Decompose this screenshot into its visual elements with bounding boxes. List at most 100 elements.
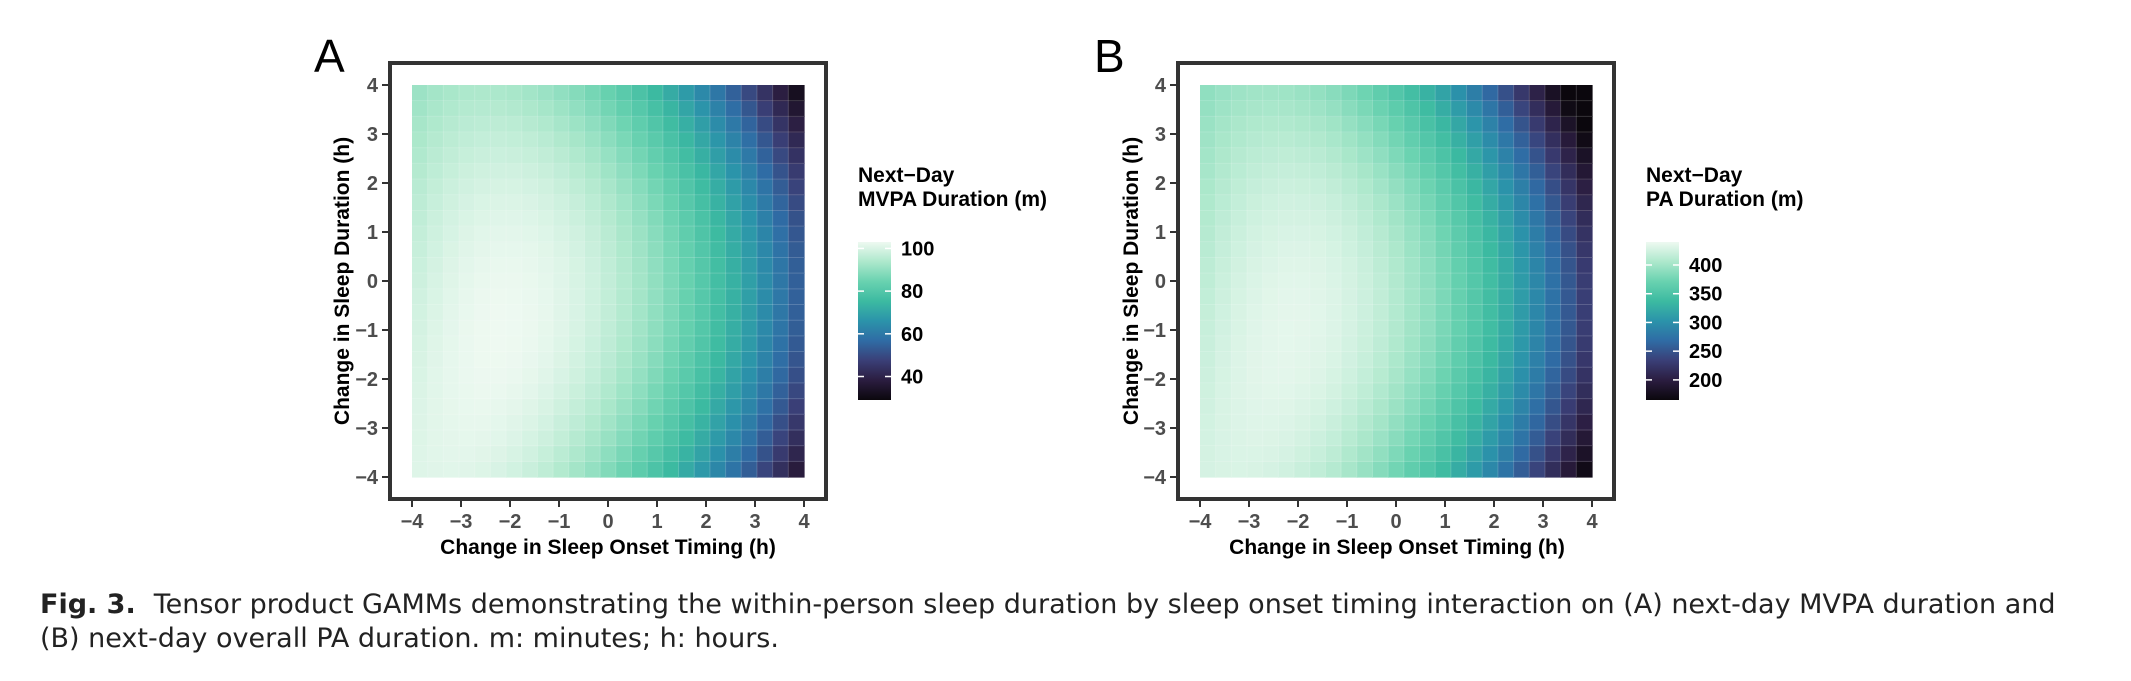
heatmap-cell bbox=[694, 100, 711, 117]
heatmap-cell bbox=[709, 461, 727, 478]
heatmap-cell bbox=[647, 132, 664, 149]
heatmap-cell bbox=[631, 226, 648, 243]
heatmap-cell bbox=[1419, 320, 1436, 337]
heatmap-cell bbox=[1419, 179, 1436, 196]
heatmap-cell bbox=[1435, 288, 1452, 306]
heatmap-cell bbox=[1200, 320, 1217, 337]
heatmap-cell bbox=[1529, 210, 1546, 227]
heatmap-cell bbox=[584, 288, 601, 306]
heatmap-cell bbox=[1388, 226, 1405, 243]
heatmap-cell bbox=[647, 414, 664, 431]
heatmap-cell bbox=[568, 461, 586, 478]
heatmap-cell bbox=[1372, 194, 1389, 212]
heatmap-cell bbox=[662, 85, 680, 102]
heatmap-cell bbox=[1466, 320, 1483, 337]
heatmap-cell bbox=[631, 194, 648, 212]
heatmap-cell bbox=[662, 445, 680, 462]
heatmap-cell bbox=[1200, 226, 1217, 243]
heatmap-cell bbox=[1388, 288, 1405, 306]
heatmap-cell bbox=[568, 273, 586, 290]
heatmap-cell bbox=[662, 461, 680, 478]
heatmap-cell bbox=[772, 414, 789, 431]
heatmap-cell bbox=[1576, 367, 1593, 384]
heatmap-cell bbox=[490, 367, 507, 384]
heatmap-cell bbox=[1435, 445, 1452, 462]
heatmap-cell bbox=[1403, 273, 1421, 290]
heatmap-cell bbox=[443, 179, 460, 196]
heatmap-cell bbox=[412, 241, 429, 259]
heatmap-cell bbox=[1231, 273, 1248, 290]
heatmap-cell bbox=[412, 226, 429, 243]
heatmap-cell bbox=[1497, 461, 1515, 478]
heatmap-cell bbox=[1309, 132, 1327, 149]
heatmap-cell bbox=[1325, 429, 1342, 447]
heatmap-cell bbox=[1450, 273, 1468, 290]
heatmap-cell bbox=[1325, 210, 1342, 227]
heatmap-cell bbox=[725, 100, 742, 117]
heatmap-cell bbox=[1356, 179, 1374, 196]
heatmap-cell bbox=[1372, 414, 1389, 431]
heatmap-cell bbox=[1450, 414, 1468, 431]
heatmap-cell bbox=[1278, 304, 1295, 321]
heatmap-cell bbox=[615, 100, 633, 117]
heatmap-cell bbox=[1435, 382, 1452, 400]
heatmap-cell bbox=[1419, 210, 1436, 227]
heatmap-cell bbox=[1435, 257, 1452, 274]
heatmap-cell bbox=[443, 273, 460, 290]
heatmap-cell bbox=[1341, 179, 1358, 196]
heatmap-cell bbox=[741, 429, 758, 447]
heatmap-cell bbox=[678, 163, 695, 180]
heatmap-cell bbox=[521, 147, 539, 164]
y-tick-label: 1 bbox=[367, 222, 378, 244]
heatmap-cell bbox=[615, 461, 633, 478]
heatmap-cell bbox=[459, 226, 476, 243]
heatmap-cell bbox=[474, 320, 491, 337]
heatmap-cell bbox=[568, 132, 586, 149]
heatmap-cell bbox=[490, 147, 507, 164]
heatmap-cell bbox=[1341, 147, 1358, 164]
heatmap-cell bbox=[490, 132, 507, 149]
heatmap-cell bbox=[1403, 398, 1421, 415]
heatmap-cell bbox=[521, 179, 539, 196]
heatmap-cell bbox=[615, 414, 633, 431]
heatmap-cell bbox=[553, 398, 570, 415]
heatmap-cell bbox=[1372, 304, 1389, 321]
heatmap-cell bbox=[678, 382, 695, 400]
heatmap-cell bbox=[537, 147, 554, 164]
heatmap-cell bbox=[521, 85, 539, 102]
heatmap-cell bbox=[1262, 351, 1279, 368]
heatmap-cell bbox=[694, 288, 711, 306]
heatmap-cell bbox=[1215, 116, 1232, 133]
heatmap-cell bbox=[1544, 163, 1562, 180]
panel-label: A bbox=[314, 30, 345, 82]
heatmap-cell bbox=[1576, 132, 1593, 149]
heatmap-cell bbox=[1200, 445, 1217, 462]
heatmap-cell bbox=[443, 226, 460, 243]
heatmap-cell bbox=[1560, 85, 1577, 102]
heatmap-cell bbox=[1215, 163, 1232, 180]
heatmap-cell bbox=[1403, 100, 1421, 117]
heatmap-cell bbox=[553, 241, 570, 259]
heatmap-cell bbox=[553, 414, 570, 431]
heatmap-cell bbox=[1341, 116, 1358, 133]
heatmap-cell bbox=[662, 367, 680, 384]
heatmap-cell bbox=[1544, 194, 1562, 212]
heatmap-cell bbox=[521, 273, 539, 290]
heatmap-cell bbox=[1450, 163, 1468, 180]
heatmap-cell bbox=[1403, 367, 1421, 384]
heatmap-cell bbox=[1435, 429, 1452, 447]
heatmap-cell bbox=[1482, 241, 1499, 259]
heatmap-cell bbox=[1356, 382, 1374, 400]
heatmap-cell bbox=[772, 273, 789, 290]
heatmap-cell bbox=[1309, 288, 1327, 306]
heatmap-cell bbox=[647, 163, 664, 180]
heatmap-cell bbox=[443, 351, 460, 368]
heatmap-cell bbox=[756, 445, 774, 462]
heatmap-cell bbox=[427, 414, 444, 431]
heatmap-cell bbox=[1247, 414, 1264, 431]
heatmap-cell bbox=[1247, 429, 1264, 447]
heatmap-cell bbox=[412, 382, 429, 400]
heatmap-cell bbox=[1388, 273, 1405, 290]
heatmap-cell bbox=[600, 116, 617, 133]
heatmap-cell bbox=[490, 85, 507, 102]
